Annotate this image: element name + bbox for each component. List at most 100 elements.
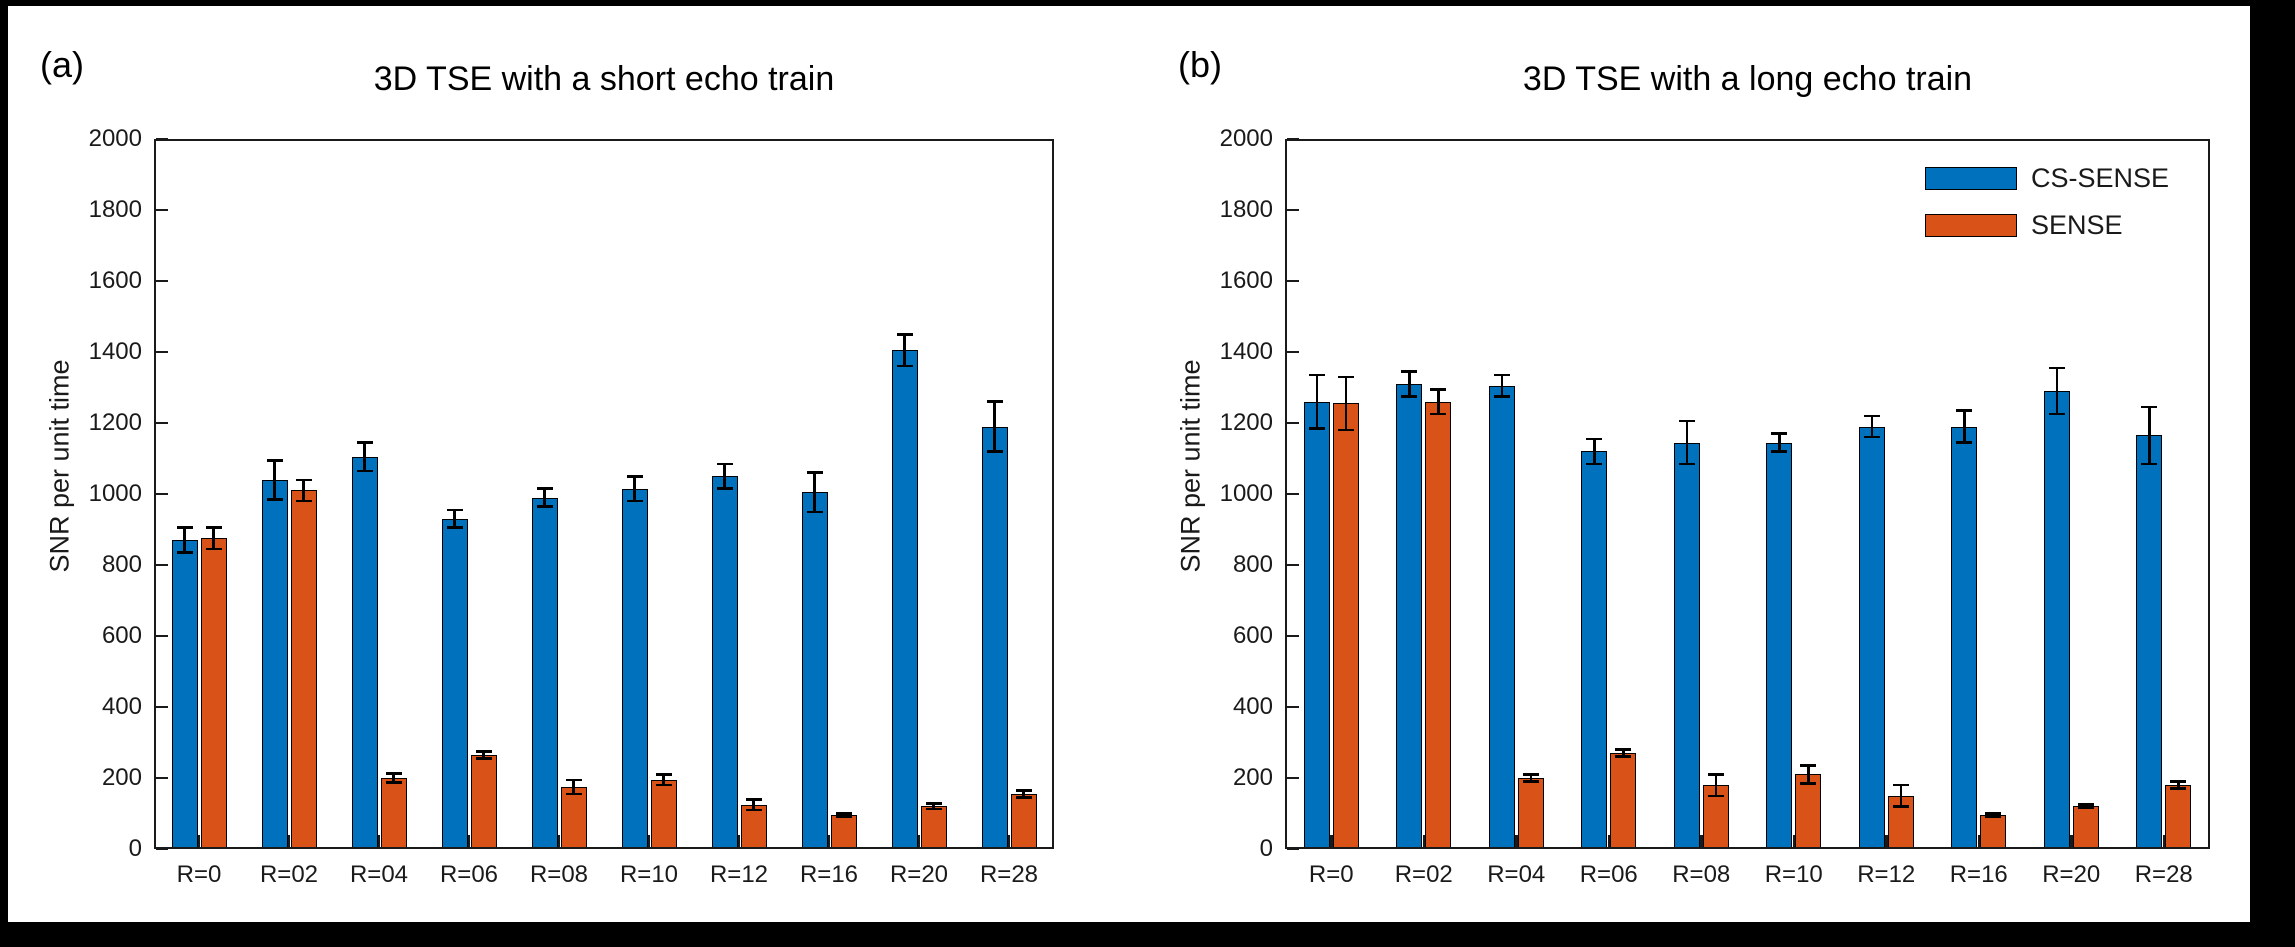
error-bar-line (482, 751, 485, 759)
y-tick-label: 1000 (88, 480, 142, 507)
bar-cs-sense-R=08 (531, 497, 558, 849)
error-bar-line (212, 527, 215, 550)
x-tick-mark (1700, 835, 1703, 847)
error-bar-line (903, 334, 906, 367)
bar-cs-sense-R=10 (621, 488, 648, 849)
error-bar-line (1022, 790, 1025, 798)
error-bar-cap-bottom (266, 498, 283, 501)
bar-sense-R=20 (920, 806, 947, 849)
x-tick-label: R=28 (979, 861, 1039, 888)
bar-cs-sense-R=12 (711, 476, 738, 849)
error-bar-cap-top (1308, 373, 1325, 377)
error-bar-line (1500, 375, 1503, 397)
error-bar-line (1870, 415, 1873, 438)
error-bar-cap-bottom (1800, 782, 1817, 785)
x-tick-mark (917, 835, 921, 847)
x-tick-label: R=20 (889, 861, 949, 888)
y-tick-mark (156, 705, 168, 709)
bar-cs-sense-R=0 (171, 540, 198, 849)
chart-title-b: 3D TSE with a long echo train (1522, 60, 1973, 98)
bar-sense-R=10 (650, 779, 677, 849)
x-tick-mark (1885, 835, 1888, 847)
bar-cs-sense-R=16 (801, 492, 828, 849)
error-bar-line (1529, 774, 1532, 782)
error-bar-line (273, 460, 276, 500)
x-tick-mark (1977, 835, 1980, 847)
legend-entry-cs-sense: CS-SENSE (1925, 155, 2169, 202)
y-tick-label: 1800 (88, 196, 142, 223)
error-bar-cap-top (835, 812, 852, 815)
error-bar-cap-top (806, 471, 823, 474)
y-tick-label: 600 (1232, 622, 1273, 649)
error-bar-line (1778, 433, 1781, 452)
error-bar-cap-bottom (1430, 412, 1447, 416)
y-tick-mark (156, 492, 168, 496)
y-tick-label: 0 (128, 835, 142, 862)
y-tick-label: 400 (1232, 693, 1273, 720)
error-bar-cap-bottom (2077, 806, 2094, 810)
bar-cs-sense-R=08 (1673, 442, 1700, 849)
y-tick-label: 200 (101, 764, 142, 791)
error-bar-cap-bottom (1615, 755, 1632, 758)
x-tick-mark (1007, 835, 1011, 847)
error-bar-cap-bottom (295, 499, 312, 503)
y-tick-mark (1287, 421, 1299, 425)
error-bar-cap-top (1800, 764, 1817, 767)
error-bar-cap-top (1985, 812, 2002, 815)
bar-cs-sense-R=06 (1581, 451, 1608, 849)
error-bar-cap-top (536, 487, 553, 490)
error-bar-cap-bottom (986, 450, 1003, 453)
y-tick-mark (1287, 705, 1299, 709)
error-bar-line (813, 472, 816, 512)
error-bar-line (1685, 421, 1688, 464)
x-tick-mark (197, 835, 201, 847)
error-bar-cap-bottom (835, 815, 852, 819)
legend-entry-sense: SENSE (1925, 202, 2169, 249)
x-tick-mark (287, 835, 291, 847)
error-bar-cap-bottom (1586, 462, 1603, 466)
y-tick-mark (1287, 279, 1299, 283)
x-tick-mark (827, 835, 831, 847)
x-tick-label: R=08 (1672, 861, 1731, 888)
error-bar-cap-bottom (1678, 462, 1695, 466)
bar-sense-R=06 (470, 754, 497, 849)
bar-cs-sense-R=0 (1303, 401, 1330, 849)
error-bar-cap-bottom (1707, 794, 1724, 797)
x-tick-label: R=02 (1394, 861, 1453, 888)
legend-label-cs-sense: CS-SENSE (2031, 163, 2170, 193)
y-tick-mark (156, 563, 168, 567)
legend-label-sense: SENSE (2031, 210, 2123, 240)
error-bar-cap-bottom (2170, 787, 2187, 790)
y-tick-label: 800 (1232, 551, 1273, 578)
error-bar-line (1593, 438, 1596, 464)
error-bar-cap-top (896, 333, 913, 336)
error-bar-line (2148, 407, 2151, 464)
bar-sense-R=28 (2165, 785, 2192, 849)
error-bar-cap-top (2141, 405, 2158, 409)
chart-title-a: 3D TSE with a short echo train (373, 60, 835, 98)
y-tick-mark (156, 421, 168, 425)
error-bar-line (1408, 371, 1411, 397)
error-bar-line (723, 463, 726, 489)
x-tick-mark (1607, 835, 1610, 847)
error-bar-cap-bottom (1892, 805, 1909, 808)
error-bar-cap-bottom (385, 781, 402, 784)
error-bar-cap-bottom (205, 547, 222, 551)
panel-letter-b: (b) (1178, 44, 1222, 85)
bar-cs-sense-R=16 (1951, 426, 1978, 849)
error-bar-cap-top (1522, 773, 1539, 776)
error-bar-line (2177, 781, 2180, 789)
x-tick-mark (1330, 835, 1333, 847)
y-tick-mark (156, 208, 168, 212)
error-bar-cap-bottom (1401, 395, 1418, 398)
x-tick-mark (2070, 835, 2073, 847)
bar-sense-R=0 (1332, 403, 1359, 849)
bar-sense-R=0 (200, 538, 227, 849)
legend-swatch-sense (1925, 214, 2017, 237)
error-bar-line (1992, 813, 1995, 818)
x-tick-label: R=08 (529, 861, 589, 888)
y-tick-mark (1287, 634, 1299, 638)
chart-panel-b: 3D TSE with a long echo train SNR per un… (1176, 60, 2210, 888)
bar-sense-R=06 (1610, 753, 1637, 849)
error-bar-cap-bottom (536, 505, 553, 508)
